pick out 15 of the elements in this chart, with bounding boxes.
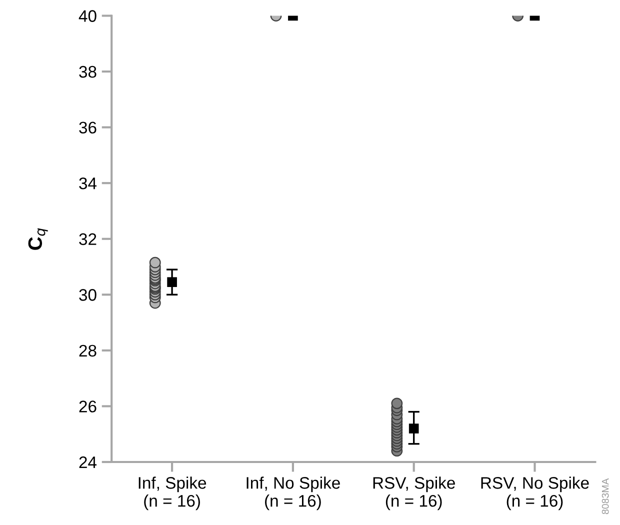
- y-tick-label: 40: [78, 10, 96, 22]
- x-tick-label: Inf, No Spike (n = 16): [246, 476, 340, 510]
- y-tick-label: 34: [79, 177, 97, 190]
- y-tick-label: 32: [79, 233, 96, 246]
- y-tick-label: 28: [79, 344, 96, 357]
- x-tick-label: RSV, Spike (n = 16): [373, 476, 455, 510]
- y-tick-label: 38: [79, 66, 96, 78]
- text: 8083MA: [602, 478, 609, 514]
- y-tick-label: 24: [79, 456, 97, 468]
- x-tick-label: RSV, No Spike (n = 16): [481, 476, 589, 510]
- y-tick-label: 26: [79, 400, 96, 412]
- y-tick-label: 36: [79, 122, 96, 134]
- y-tick-label: 30: [79, 289, 96, 301]
- y-axis-title: C$_{q}$: [28, 228, 48, 250]
- x-tick-label: Inf, Spike (n = 16): [138, 476, 206, 510]
